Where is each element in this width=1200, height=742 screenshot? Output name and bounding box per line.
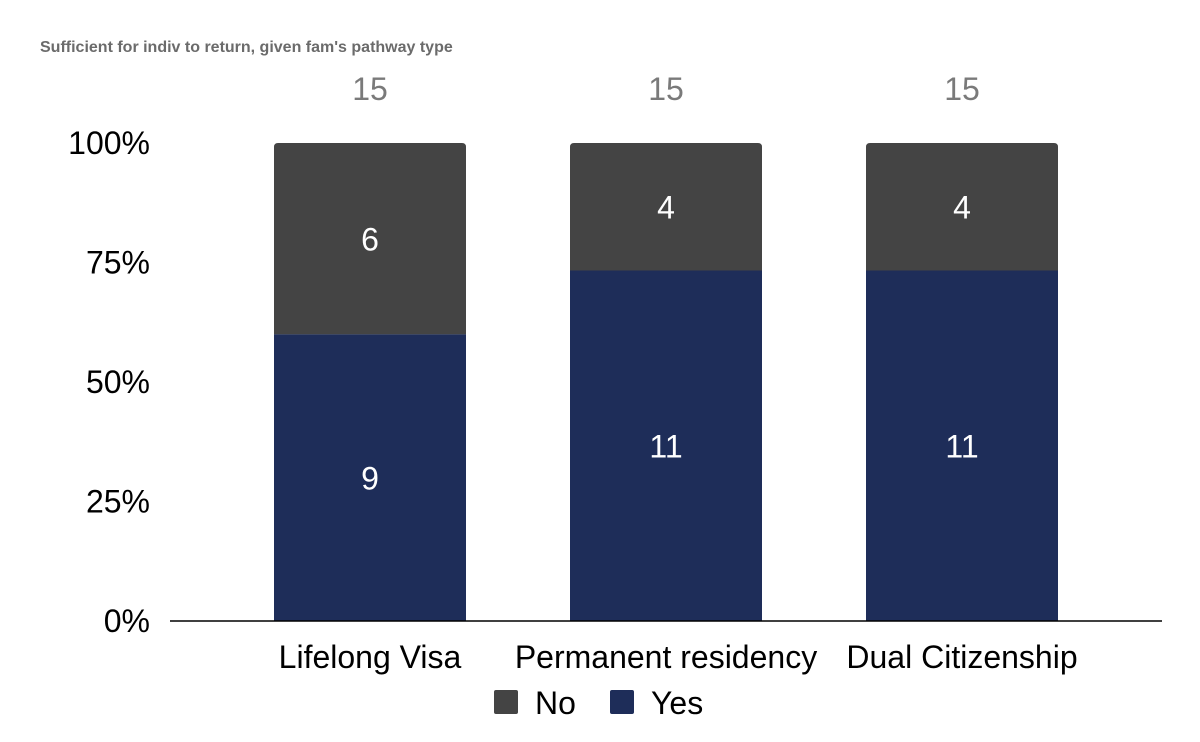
data-label-no: 6	[361, 222, 379, 258]
bar-segment-yes[interactable]	[570, 270, 762, 621]
y-tick-label: 50%	[86, 364, 150, 400]
data-label-yes: 9	[361, 461, 379, 497]
total-label: 15	[352, 71, 388, 107]
y-tick-label: 25%	[86, 484, 150, 520]
legend-swatch-no	[494, 690, 518, 714]
total-label: 15	[944, 71, 980, 107]
bar-segment-no[interactable]	[570, 143, 762, 271]
data-label-no: 4	[657, 190, 675, 226]
category-labels: Lifelong Visa Permanent residency Dual Cit…	[279, 639, 1078, 675]
legend-label-yes: Yes	[651, 685, 703, 721]
x-tick-label: Dual Citizenship	[846, 639, 1077, 675]
bars: 9 6 15 11 4 15 11 4 15	[274, 71, 1058, 621]
x-tick-label: Lifelong Visa	[279, 639, 462, 675]
y-axis-ticks: 0% 25% 50% 75% 100%	[68, 125, 150, 639]
data-label-yes: 11	[945, 429, 978, 465]
data-label-yes: 11	[649, 429, 682, 465]
legend-label-no: No	[535, 685, 576, 721]
y-tick-label: 0%	[104, 603, 150, 639]
bar-segment-no[interactable]	[866, 143, 1058, 271]
x-tick-label: Permanent residency	[515, 639, 817, 675]
total-label: 15	[648, 71, 684, 107]
y-tick-label: 100%	[68, 125, 150, 161]
legend[interactable]: No Yes	[494, 685, 703, 721]
data-label-no: 4	[953, 190, 971, 226]
y-tick-label: 75%	[86, 245, 150, 281]
chart-title: Sufficient for indiv to return, given fa…	[40, 39, 453, 56]
legend-swatch-yes	[610, 690, 634, 714]
bar-segment-yes[interactable]	[274, 334, 466, 621]
bar-segment-no[interactable]	[274, 143, 466, 335]
bar-segment-yes[interactable]	[866, 270, 1058, 621]
